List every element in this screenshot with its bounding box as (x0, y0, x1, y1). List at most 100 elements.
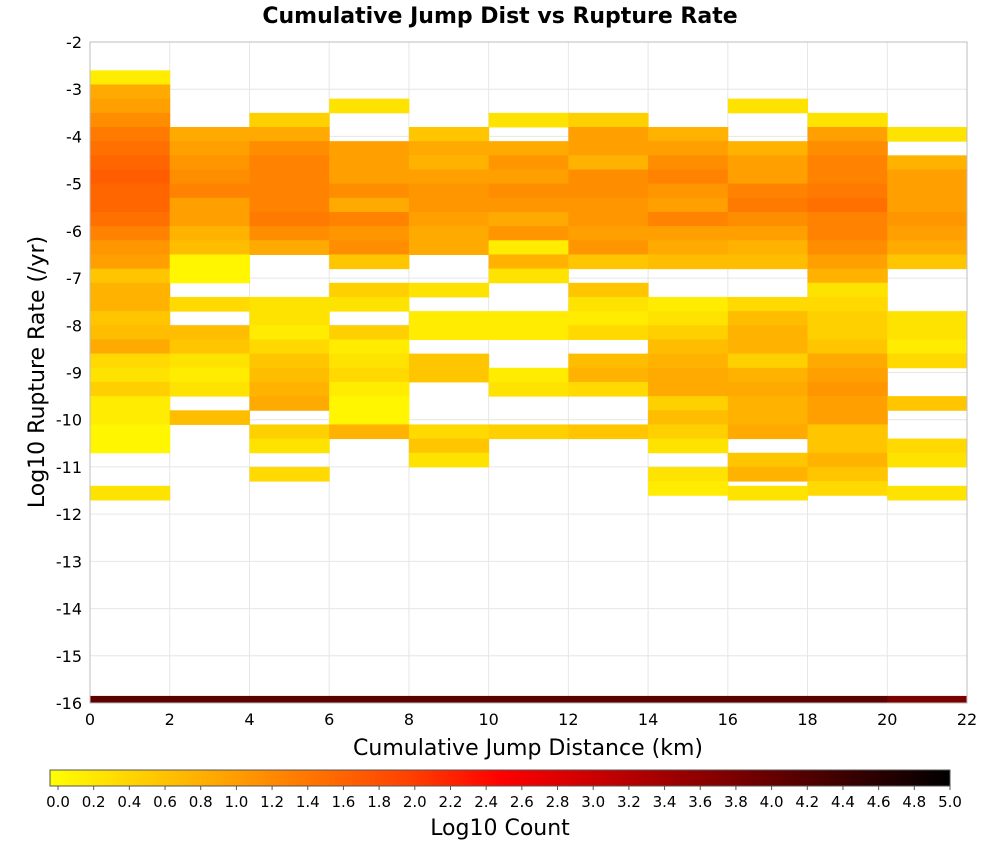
colorbar-tick-label: 1.0 (224, 793, 248, 811)
y-tick-label: -12 (56, 505, 82, 524)
heatmap-cell (887, 438, 968, 454)
heatmap-cell (807, 396, 888, 411)
heatmap-cell (807, 183, 888, 199)
x-tick-label: 2 (165, 710, 175, 729)
colorbar-tick-label: 2.8 (546, 793, 570, 811)
heatmap-cell (807, 438, 888, 454)
colorbar-ticks: 0.0 0.2 0.4 0.6 0.8 1.0 1.2 1.4 1.6 1.8 2.0 2.2 2.4 2… (46, 786, 962, 811)
heatmap-cell (249, 367, 330, 383)
heatmap-cell (887, 695, 968, 703)
heatmap-cell (727, 183, 809, 199)
heatmap-cell (249, 339, 330, 355)
heatmap-cell (329, 169, 410, 185)
heatmap-cell (90, 84, 171, 100)
heatmap-cell (727, 197, 809, 213)
y-tick-label: -10 (56, 411, 82, 430)
heatmap-cell (648, 126, 729, 142)
heatmap-cell (648, 381, 729, 397)
y-tick-label: -2 (66, 33, 82, 52)
heatmap-cell (90, 98, 171, 114)
colorbar-tick-label: 0.6 (153, 793, 177, 811)
heatmap-cell (249, 226, 330, 241)
heatmap-cell (727, 424, 809, 440)
heatmap-cell (807, 282, 888, 298)
heatmap-cell (329, 141, 410, 156)
y-tick-label: -11 (56, 458, 82, 477)
heatmap-cell (807, 325, 888, 340)
heatmap-cell (727, 98, 809, 114)
heatmap-cell (90, 211, 171, 227)
heatmap-cell (169, 339, 250, 355)
heatmap-cell (648, 438, 729, 454)
heatmap-cell (568, 381, 649, 397)
chart-title: Cumulative Jump Dist vs Rupture Rate (262, 4, 737, 29)
heatmap-cell (727, 466, 809, 482)
heatmap-cell (408, 695, 490, 703)
colorbar-tick-label: 0.0 (46, 793, 70, 811)
heatmap-cell (727, 695, 809, 703)
heatmap-cell (90, 240, 171, 255)
heatmap-cell (648, 424, 729, 440)
heatmap-cell (727, 353, 809, 369)
heatmap-cell (488, 183, 569, 199)
colorbar-tick-label: 0.8 (189, 793, 213, 811)
heatmap-cell (169, 126, 250, 142)
heatmap-cell (887, 353, 968, 369)
heatmap-cell (568, 695, 649, 703)
heatmap-cell (169, 410, 250, 425)
colorbar-tick-label: 3.2 (617, 793, 641, 811)
heatmap-cell (887, 311, 968, 326)
heatmap-cell (648, 240, 729, 255)
heatmap-cell (408, 311, 490, 326)
heatmap-cell (488, 325, 569, 340)
heatmap-cell (807, 211, 888, 227)
x-tick-label: 8 (404, 710, 414, 729)
heatmap-cell (329, 98, 410, 114)
heatmap-cell (488, 141, 569, 156)
heatmap-cell (169, 141, 250, 156)
heatmap-cell (648, 339, 729, 355)
heatmap-cell (568, 112, 649, 128)
y-tick-label: -3 (66, 80, 82, 99)
heatmap-cell (727, 325, 809, 340)
heatmap-cell (329, 254, 410, 270)
heatmap-cell (169, 183, 250, 199)
heatmap-cell (169, 211, 250, 227)
x-tick-label: 6 (324, 710, 334, 729)
heatmap-cell (648, 353, 729, 369)
heatmap-cell (329, 353, 410, 369)
colorbar-tick-label: 4.0 (760, 793, 784, 811)
heatmap-cell (249, 353, 330, 369)
heatmap-cell (488, 226, 569, 241)
heatmap-cell (488, 240, 569, 255)
heatmap-cell (249, 381, 330, 397)
x-tick-label: 4 (244, 710, 254, 729)
heatmap-cell (90, 296, 171, 312)
heatmap-cell (807, 367, 888, 383)
heatmap-cell (408, 367, 490, 383)
heatmap-cell (887, 126, 968, 142)
heatmap-cell (90, 282, 171, 298)
heatmap-cell (169, 226, 250, 241)
heatmap-cell (887, 339, 968, 355)
colorbar-tick-label: 2.6 (510, 793, 534, 811)
colorbar-tick-label: 1.2 (260, 793, 284, 811)
heatmap-cell (488, 424, 569, 440)
heatmap-cell (727, 339, 809, 355)
heatmap-cell (727, 226, 809, 241)
heatmap-cell (568, 211, 649, 227)
heatmap-cell (648, 169, 729, 185)
heatmap-cell (488, 381, 569, 397)
colorbar-tick-label: 2.2 (439, 793, 463, 811)
heatmap-cell (648, 254, 729, 270)
heatmap-cell (329, 155, 410, 170)
y-axis-label: Log10 Rupture Rate (/yr) (25, 236, 50, 508)
heatmap-cell (488, 169, 569, 185)
heatmap-cell (807, 268, 888, 284)
y-tick-label: -9 (66, 364, 82, 383)
colorbar (49, 769, 951, 787)
heatmap-cell (329, 282, 410, 298)
heatmap-cell (648, 155, 729, 170)
x-tick-label: 20 (877, 710, 897, 729)
